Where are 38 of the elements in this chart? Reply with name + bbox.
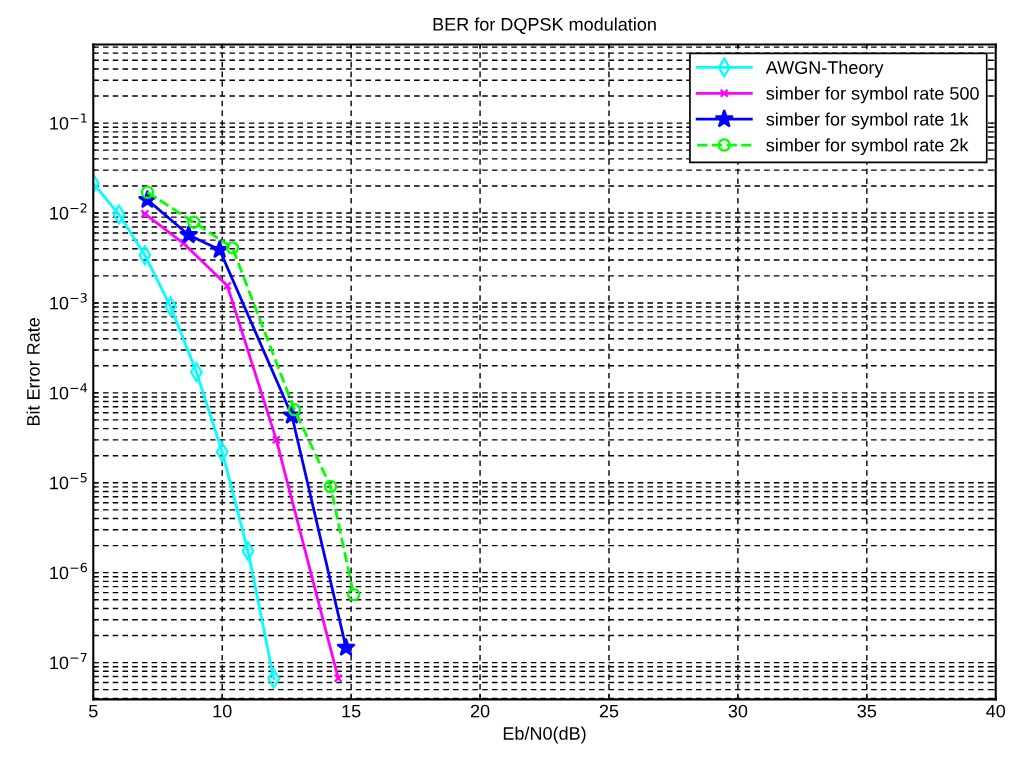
legend-label: AWGN-Theory [765,60,884,78]
x-tick-label: 10 [213,704,232,718]
point [178,238,189,248]
chart-title: BER for DQPSK modulation [433,17,656,34]
y-tick-label: 10$^{−2}$ [50,203,87,220]
y-tick-label: 10$^{−7}$ [50,652,87,670]
x-tick-label: 5 [88,704,98,718]
x-tick-label: 15 [342,704,361,718]
point [323,479,338,494]
point [187,215,201,229]
legend-label: simber for symbol rate 1k [766,112,969,130]
point [347,587,361,602]
legend-label: simber for symbol rate 500 [766,86,979,104]
point [215,442,229,462]
x-tick-label: 20 [470,704,490,718]
x-tick-label: 40 [986,704,1006,718]
x-axis-title: Eb/N0(dB) [503,726,586,744]
y-tick-label: 10$^{−3}$ [50,293,87,310]
point [271,435,281,445]
y-tick-label: 10$^{−1}$ [50,113,87,130]
point [241,541,255,561]
y-tick-label: 10$^{−4}$ [50,383,88,400]
point [336,637,356,656]
point [333,673,343,683]
legend-label: simber for symbol rate 2k [766,138,969,156]
point [225,241,240,255]
x-tick-label: 35 [857,704,877,718]
y-tick-label: 10$^{−6}$ [50,562,87,580]
point [178,224,199,244]
point [140,209,150,219]
x-tick-label: 30 [728,704,748,718]
y-tick-label: 10$^{−5}$ [50,473,87,490]
x-tick-label: 25 [599,704,619,718]
point [222,281,232,291]
point [209,239,230,259]
y-axis-title: Bit Error Rate [26,318,40,426]
point [287,403,302,417]
point [140,185,155,199]
